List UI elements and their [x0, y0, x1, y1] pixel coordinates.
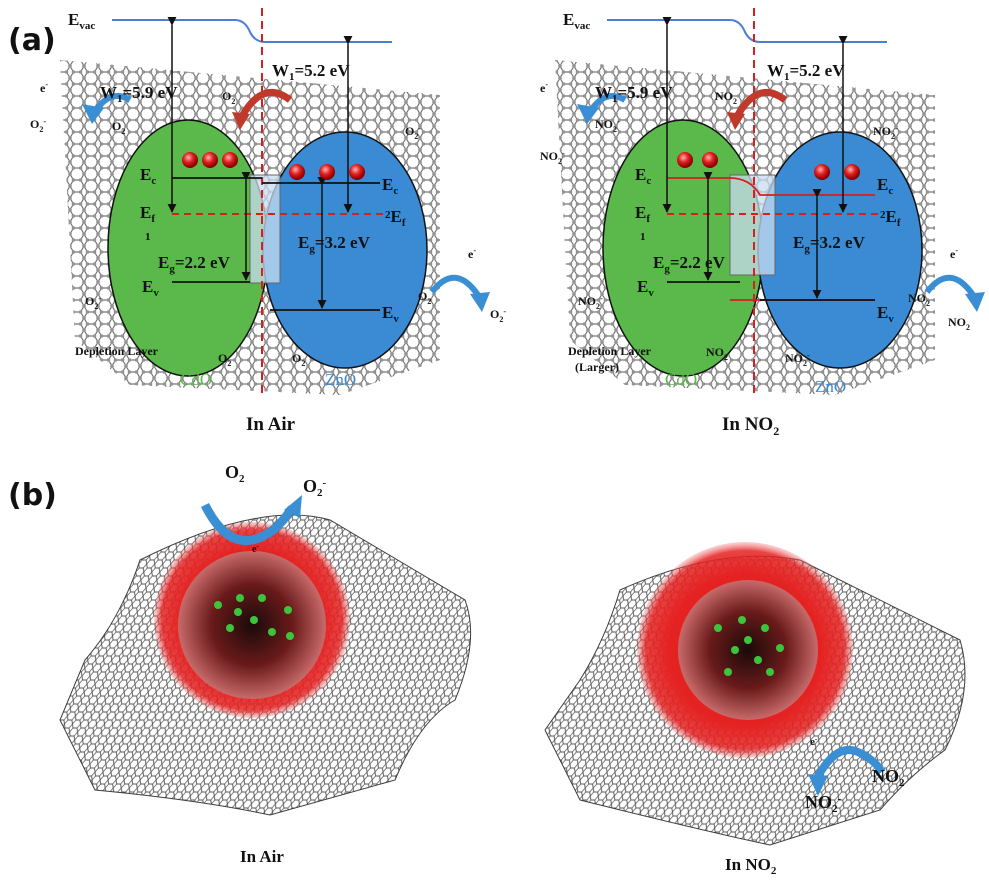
svg-text:Eg=2.2 eV: Eg=2.2 eV: [158, 253, 231, 275]
band-diagram-air: Evac W1=5.9 eV: [30, 8, 506, 435]
svg-text:O2-: O2-: [85, 294, 101, 311]
svg-text:NO2: NO2: [706, 345, 728, 362]
svg-text:Depletion Layer: Depletion Layer: [75, 344, 159, 358]
svg-text:1: 1: [145, 231, 151, 243]
caption-a-air: In Air: [246, 414, 296, 435]
adsorption-arrow: [200, 502, 296, 546]
svg-text:2Ef: 2Ef: [385, 207, 406, 229]
svg-text:Ev: Ev: [637, 277, 654, 299]
svg-text:Eg=3.2 eV: Eg=3.2 eV: [793, 233, 866, 255]
svg-text:Ef: Ef: [140, 203, 155, 225]
svg-text:NO2-: NO2-: [805, 792, 842, 815]
sphere-air: O2 O2- e- In Air: [59, 462, 472, 866]
svg-text:Ec: Ec: [635, 165, 651, 187]
svg-text:NO2-: NO2-: [540, 149, 565, 166]
svg-text:CdO: CdO: [180, 370, 212, 389]
svg-text:O2-: O2-: [303, 476, 327, 499]
svg-text:e-: e-: [40, 80, 48, 95]
svg-text:NO2-: NO2-: [873, 124, 898, 141]
electron-transfer-arrow: [236, 88, 293, 122]
svg-text:ZnO: ZnO: [815, 377, 846, 396]
svg-text:NO2: NO2: [872, 766, 905, 789]
panel-b-label: (b): [8, 478, 57, 513]
svg-text:Ec: Ec: [382, 175, 398, 197]
caption-b-no2: In NO2: [725, 855, 777, 877]
svg-text:1: 1: [640, 231, 646, 243]
svg-text:e-: e-: [252, 542, 259, 555]
svg-text:(Larger): (Larger): [575, 360, 619, 374]
svg-text:O2: O2: [218, 351, 231, 368]
svg-text:Eg=2.2 eV: Eg=2.2 eV: [653, 253, 726, 275]
svg-text:Eg=3.2 eV: Eg=3.2 eV: [298, 233, 371, 255]
svg-text:NO2-: NO2-: [578, 294, 603, 311]
svg-text:O2: O2: [292, 351, 305, 368]
svg-text:W1=5.9 eV: W1=5.9 eV: [595, 83, 673, 105]
svg-text:W1=5.2 eV: W1=5.2 eV: [272, 61, 350, 83]
svg-text:O2: O2: [222, 89, 235, 106]
svg-text:CdO: CdO: [665, 370, 697, 389]
svg-text:W1=5.2 eV: W1=5.2 eV: [767, 61, 845, 83]
svg-text:Evac: Evac: [563, 10, 590, 32]
zno-core: [178, 551, 326, 699]
caption-a-no2: In NO2: [722, 414, 779, 438]
svg-text:2Ef: 2Ef: [880, 207, 901, 229]
svg-text:O2: O2: [418, 289, 431, 306]
vacuum-level-line: [112, 19, 392, 43]
svg-text:NO2-: NO2-: [595, 117, 620, 134]
svg-text:Ev: Ev: [877, 303, 894, 325]
panel-a-label: (a): [8, 23, 56, 58]
svg-text:O2: O2: [112, 119, 125, 136]
svg-text:NO2: NO2: [715, 89, 737, 106]
sphere-no2: e- NO2 NO2- In NO2: [544, 542, 966, 877]
svg-text:ZnO: ZnO: [325, 370, 356, 389]
svg-text:Depletion Layer: Depletion Layer: [568, 344, 652, 358]
svg-text:NO2: NO2: [948, 315, 970, 332]
svg-text:W1=5.9 eV: W1=5.9 eV: [100, 83, 178, 105]
svg-text:O2-: O2-: [490, 307, 506, 324]
svg-text:NO2: NO2: [908, 291, 930, 308]
svg-text:Ev: Ev: [382, 303, 399, 325]
band-diagram-no2: Evac W1=5.9 eV W1=5.2 eV Ec Ef 1 Ev Eg=2…: [540, 8, 985, 438]
svg-text:e-: e-: [810, 735, 818, 748]
svg-text:O2-: O2-: [405, 124, 421, 141]
svg-text:e-: e-: [950, 246, 958, 261]
svg-text:e-: e-: [540, 80, 548, 95]
svg-text:O2-: O2-: [30, 117, 46, 134]
svg-text:O2: O2: [225, 462, 245, 485]
caption-b-air: In Air: [240, 847, 284, 866]
svg-text:Ec: Ec: [140, 165, 156, 187]
depletion-region: [249, 174, 281, 284]
svg-text:Ec: Ec: [877, 175, 893, 197]
svg-text:Ev: Ev: [142, 277, 159, 299]
svg-text:e-: e-: [468, 246, 476, 261]
evac-label: Evac: [68, 10, 95, 32]
svg-text:Ef: Ef: [635, 203, 650, 225]
svg-text:NO2-: NO2-: [785, 351, 810, 368]
